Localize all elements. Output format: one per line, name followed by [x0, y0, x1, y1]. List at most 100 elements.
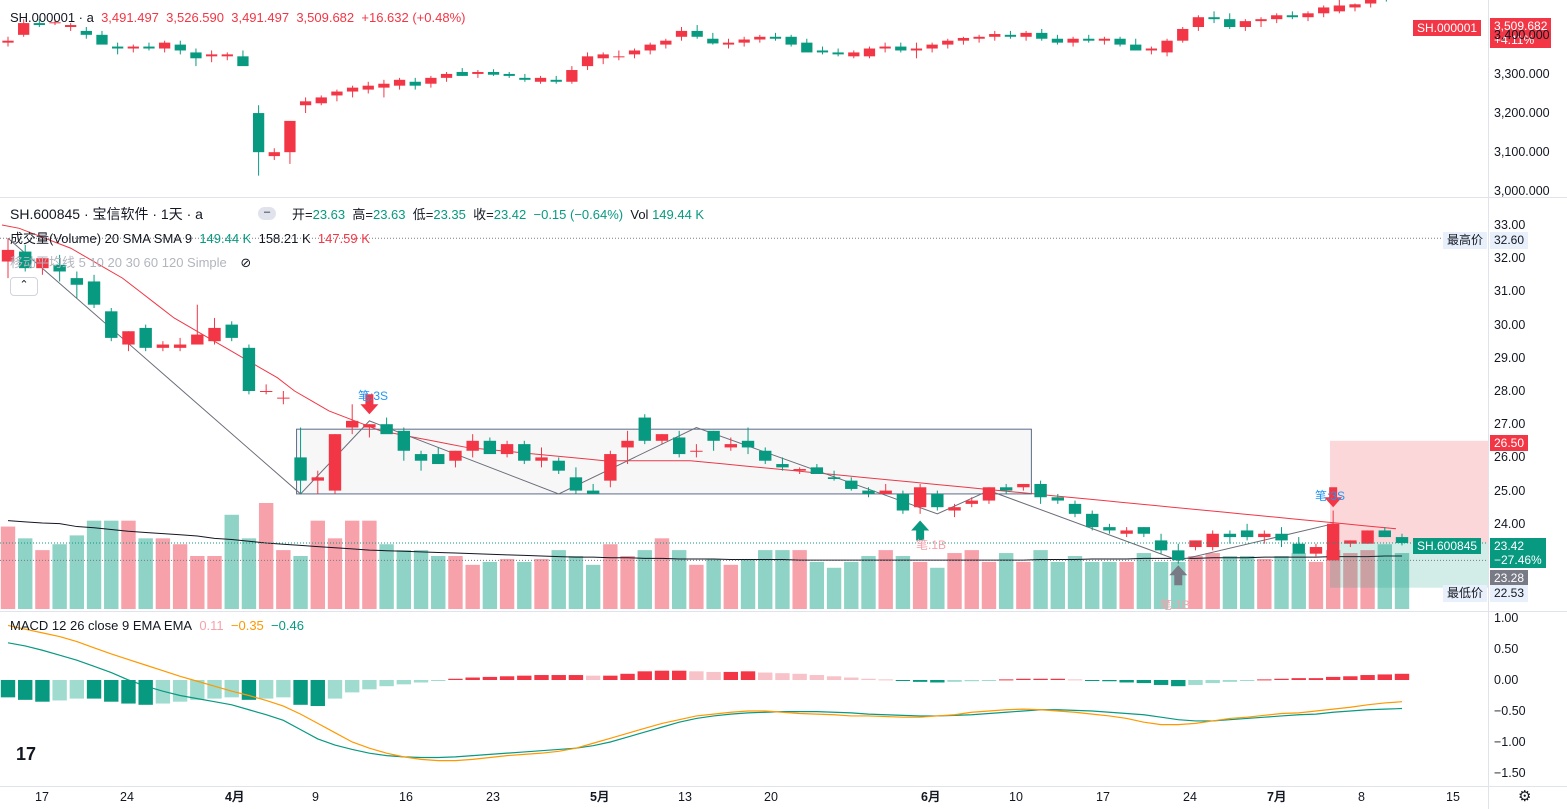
- macd-histogram-bar: [499, 676, 515, 680]
- macd-histogram-bar: [1343, 676, 1358, 680]
- stock-candle-body: [87, 281, 101, 305]
- stock-candle-body: [862, 490, 875, 494]
- volume-bar: [1102, 561, 1117, 609]
- macd-histogram-bar: [293, 680, 308, 705]
- stock-candle-body: [277, 397, 290, 399]
- volume-bar: [465, 564, 480, 609]
- index-candle-body: [1051, 38, 1064, 43]
- volume-bar: [775, 550, 790, 609]
- time-axis-label: 23: [486, 790, 500, 804]
- index-axis-tick: 3,400.000: [1494, 27, 1550, 42]
- index-candle-body: [1020, 32, 1032, 37]
- macd-axis-tick: 0.50: [1494, 642, 1519, 656]
- volume-bar: [310, 520, 325, 609]
- index-axis-tick: 3,200.000: [1494, 106, 1550, 121]
- time-axis-label: 13: [678, 790, 692, 804]
- index-candle-body: [1255, 19, 1267, 22]
- volume-header[interactable]: 成交量(Volume) 20 SMA SMA 9 149.44 K 158.21…: [10, 231, 370, 247]
- macd-histogram-bar: [1394, 673, 1410, 680]
- stock-candle-body: [638, 417, 651, 441]
- volume-bar: [172, 544, 188, 609]
- stock-candle-body: [1189, 540, 1202, 548]
- index-candle-body: [707, 38, 719, 44]
- macd-histogram-bar: [379, 680, 394, 687]
- high-label: 高=: [352, 207, 373, 222]
- index-candle-body: [1004, 34, 1017, 37]
- index-candle-body: [785, 36, 797, 45]
- volume-bar: [895, 556, 911, 609]
- macd-header[interactable]: MACD 12 26 close 9 EMA EMA 0.11 −0.35 −0…: [10, 618, 304, 634]
- time-axis-label: 17: [1096, 790, 1110, 804]
- volume-bar: [1119, 561, 1134, 609]
- volume-bar: [517, 561, 532, 609]
- macd-histogram-bar: [1016, 678, 1031, 680]
- index-candle-body: [1349, 4, 1361, 8]
- stock-candle-body: [1137, 527, 1151, 534]
- collapse-pane-button[interactable]: –: [258, 207, 276, 220]
- index-candle-body: [628, 50, 641, 55]
- stock-candle-body: [1378, 530, 1391, 538]
- volume-bar: [1067, 556, 1083, 609]
- settings-gear-icon[interactable]: ⚙: [1518, 788, 1532, 805]
- index-candle-body: [816, 50, 829, 53]
- macd-histogram-bar: [276, 680, 291, 698]
- macd-histogram-bar: [620, 673, 635, 680]
- tradingview-logo: 17: [16, 744, 36, 764]
- index-candle-body: [112, 46, 124, 49]
- stock-candle-body: [1292, 543, 1305, 554]
- index-open: 3,491.497: [101, 10, 159, 25]
- stock-candle-body: [105, 311, 118, 338]
- eye-hidden-icon[interactable]: ⊘: [240, 255, 252, 270]
- moving-average-line: [1, 224, 1397, 530]
- stock-price: 23.42: [1494, 539, 1525, 553]
- stock-price-badge: 23.42 −27.46%: [1490, 538, 1546, 568]
- stock-candle-body: [414, 454, 428, 461]
- collapse-legend-button[interactable]: ⌃: [10, 277, 38, 296]
- stock-candle-body: [931, 493, 944, 508]
- index-candle-body: [738, 39, 750, 43]
- volume-bar: [1360, 550, 1375, 609]
- macd-histogram-bar: [1257, 679, 1272, 681]
- macd-signal-value: −0.35: [230, 618, 264, 633]
- macd-histogram-bar: [35, 680, 50, 702]
- stock-candle-body: [896, 493, 910, 511]
- macd-histogram-bar: [1153, 680, 1169, 685]
- volume-bar: [1188, 556, 1203, 609]
- volume-bar: [1274, 556, 1289, 609]
- volume-bar: [362, 520, 377, 609]
- stock-candle-body: [965, 500, 978, 504]
- index-candle-body: [315, 97, 327, 104]
- stock-low: 23.35: [433, 207, 466, 222]
- stock-candle-body: [346, 420, 359, 428]
- index-axis-tick: 3,300.000: [1494, 66, 1550, 81]
- index-candle-body: [205, 54, 218, 57]
- macd-histogram-bar: [706, 671, 721, 680]
- time-axis-label: 15: [1446, 790, 1460, 804]
- macd-histogram-bar: [534, 675, 549, 680]
- volume-bar: [603, 544, 618, 609]
- index-low: 3,491.497: [231, 10, 290, 25]
- volume-v2: 158.21 K: [258, 231, 311, 246]
- volume-bar: [809, 561, 825, 609]
- volume-bar: [18, 538, 33, 609]
- macd-histogram-bar: [809, 675, 825, 680]
- macd-histogram-bar: [413, 680, 429, 683]
- stock-candle-body: [535, 457, 548, 461]
- volume-bar: [1153, 561, 1169, 609]
- index-close: 3,509.682: [296, 10, 355, 25]
- volume-bar: [155, 538, 171, 609]
- macd-histogram-bar: [18, 680, 33, 700]
- stock-high: 23.63: [372, 207, 406, 222]
- index-candle-body: [49, 22, 61, 24]
- index-candle-body: [252, 113, 265, 153]
- stock-candle-body: [328, 434, 342, 491]
- macd-histogram-bar: [362, 680, 377, 690]
- stock-candle-body: [518, 444, 531, 461]
- macd-histogram-bar: [826, 676, 842, 680]
- macd-axis-tick: −1.00: [1494, 735, 1526, 749]
- stock-open: 23.63: [312, 207, 346, 222]
- ma-header[interactable]: 移动平均线 5 10 20 30 60 120 Simple ⊘: [10, 255, 251, 271]
- low-price-value: 22.53: [1490, 585, 1529, 602]
- volume-bar: [345, 520, 360, 609]
